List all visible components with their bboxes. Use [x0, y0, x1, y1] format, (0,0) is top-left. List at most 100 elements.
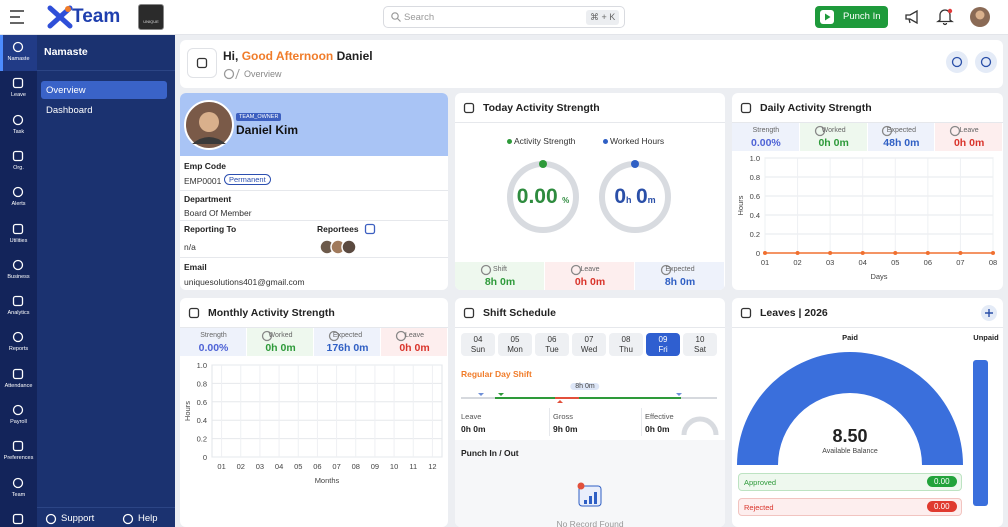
monthly-activity-card: Monthly Activity Strength Strength 0.00% Wo…	[180, 298, 448, 527]
rail-active	[0, 35, 37, 71]
day-pill[interactable]: 05 Mon	[498, 333, 532, 356]
stat-divider	[641, 408, 642, 436]
icon-shape	[12, 332, 24, 343]
icon-shape	[364, 223, 376, 235]
daily-activity-card: Daily Activity Strength Strength 0.00% Work…	[732, 93, 1003, 290]
shift-stat-label: Gross	[553, 412, 574, 421]
rail-item[interactable]: Reports	[0, 331, 37, 361]
icon-shape	[328, 330, 339, 342]
field-label: Department	[184, 194, 232, 204]
y-tick-label: 0	[203, 453, 207, 462]
header-action[interactable]	[975, 51, 997, 73]
announcement-button[interactable]	[904, 9, 920, 25]
leave-status-label: Rejected	[744, 503, 774, 512]
icon	[12, 477, 24, 488]
y-tick-label: 0	[756, 249, 760, 258]
today-activity-card: Today Activity Strength Activity Strength…	[455, 93, 725, 290]
icon-shape	[570, 264, 582, 276]
day-pill[interactable]: 10 Sat	[683, 333, 717, 356]
worked-minutes: 0	[635, 185, 648, 208]
icon	[740, 102, 752, 114]
day-pill[interactable]: 04 Sun	[461, 333, 495, 356]
y-tick-label: 0.2	[750, 230, 760, 239]
search-box[interactable]: Search ⌘ + K	[383, 6, 625, 28]
card-title: Today Activity Strength	[483, 102, 600, 114]
day-pill[interactable]: 08 Thu	[609, 333, 643, 356]
rail-item[interactable]: Business	[0, 259, 37, 289]
shift-timeline	[461, 393, 717, 403]
greeting: Hi, Good Afternoon Daniel	[223, 49, 373, 63]
icon-shape	[395, 330, 406, 342]
stat-cell: Leave 0h 0m	[381, 328, 448, 356]
strength-unit: %	[562, 196, 570, 205]
rail-item[interactable]: Payroll	[0, 404, 37, 434]
header-card: Hi, Good Afternoon Daniel Overview	[180, 40, 1003, 88]
legend-dot	[603, 139, 608, 144]
shift-stat-value: 0h 0m	[461, 424, 486, 434]
icon	[463, 102, 475, 114]
x-tick-label: 06	[924, 258, 932, 267]
stat-cell: Shift 8h 0m	[455, 262, 545, 290]
day-date: 06	[547, 335, 557, 344]
greeting-hi: Hi,	[223, 49, 239, 63]
x-tick-label: 02	[793, 258, 801, 267]
user-avatar[interactable]	[970, 7, 990, 27]
rail-item[interactable]: Preferences	[0, 440, 37, 470]
field-value: Board Of Member	[184, 208, 252, 218]
icon	[364, 223, 376, 235]
rail-item[interactable]: Utilities	[0, 223, 37, 253]
nav-item[interactable]: Dashboard	[46, 105, 93, 116]
day-pill[interactable]: 06 Tue	[535, 333, 569, 356]
top-bar: Team UNIQUE Search ⌘ + K Punch In	[0, 0, 1008, 35]
x-tick-label: 08	[352, 462, 360, 471]
menu-button[interactable]	[10, 10, 26, 24]
card-divider	[455, 122, 725, 123]
x-axis-label: Months	[315, 476, 340, 485]
icon-shape	[45, 513, 57, 525]
point	[925, 251, 930, 255]
footer-link[interactable]: Help	[138, 513, 158, 524]
y-tick-label: 0.6	[197, 398, 207, 407]
icon-shape	[223, 68, 235, 80]
profile-name: Daniel Kim	[236, 123, 299, 137]
rail-item[interactable]: Alerts	[0, 186, 37, 216]
add-leave-button[interactable]	[981, 305, 997, 321]
rail-item[interactable]: Org.	[0, 150, 37, 180]
icon	[660, 264, 672, 276]
timeline-marker	[676, 393, 682, 396]
field-label: Email	[184, 262, 207, 272]
icon-shape	[463, 102, 475, 114]
rail-item[interactable]: Namaste	[0, 41, 37, 71]
nav-item[interactable]: Overview	[46, 85, 86, 96]
rail-item[interactable]: Leave	[0, 77, 37, 107]
legend-label: Activity Strength	[514, 136, 576, 146]
rail-item[interactable]: Profile	[0, 513, 37, 527]
stat-label: Shift	[492, 266, 508, 273]
day-pill[interactable]: 09 Fri	[646, 333, 680, 356]
icon	[951, 56, 963, 68]
rail-label: Namaste	[7, 56, 30, 62]
rail-item[interactable]: Task	[0, 114, 37, 144]
card-title: Shift Schedule	[483, 307, 556, 319]
plot-frame	[764, 157, 994, 254]
x-tick-label: 11	[409, 462, 417, 471]
plus	[985, 309, 993, 317]
x-tick-label: 07	[956, 258, 964, 267]
rail-item[interactable]: Team	[0, 477, 37, 507]
y-tick-label: 0.8	[197, 379, 207, 388]
footer-link[interactable]: Support	[61, 513, 95, 524]
rail-item[interactable]: Analytics	[0, 295, 37, 325]
x-tick-label: 06	[313, 462, 321, 471]
day-pill[interactable]: 07 Wed	[572, 333, 606, 356]
leave-status-row: Approved 0.00	[738, 473, 962, 491]
day-date: 09	[658, 335, 668, 344]
icon-shape	[882, 125, 893, 137]
rail-item[interactable]: Attendance	[0, 368, 37, 398]
field-label: Reportees	[317, 224, 359, 234]
punch-in-button[interactable]: Punch In	[815, 6, 888, 28]
notification-button[interactable]	[936, 8, 954, 26]
header-action[interactable]	[946, 51, 968, 73]
bell	[936, 9, 954, 26]
timeline-marker	[557, 400, 563, 403]
brand-mark	[47, 5, 73, 29]
